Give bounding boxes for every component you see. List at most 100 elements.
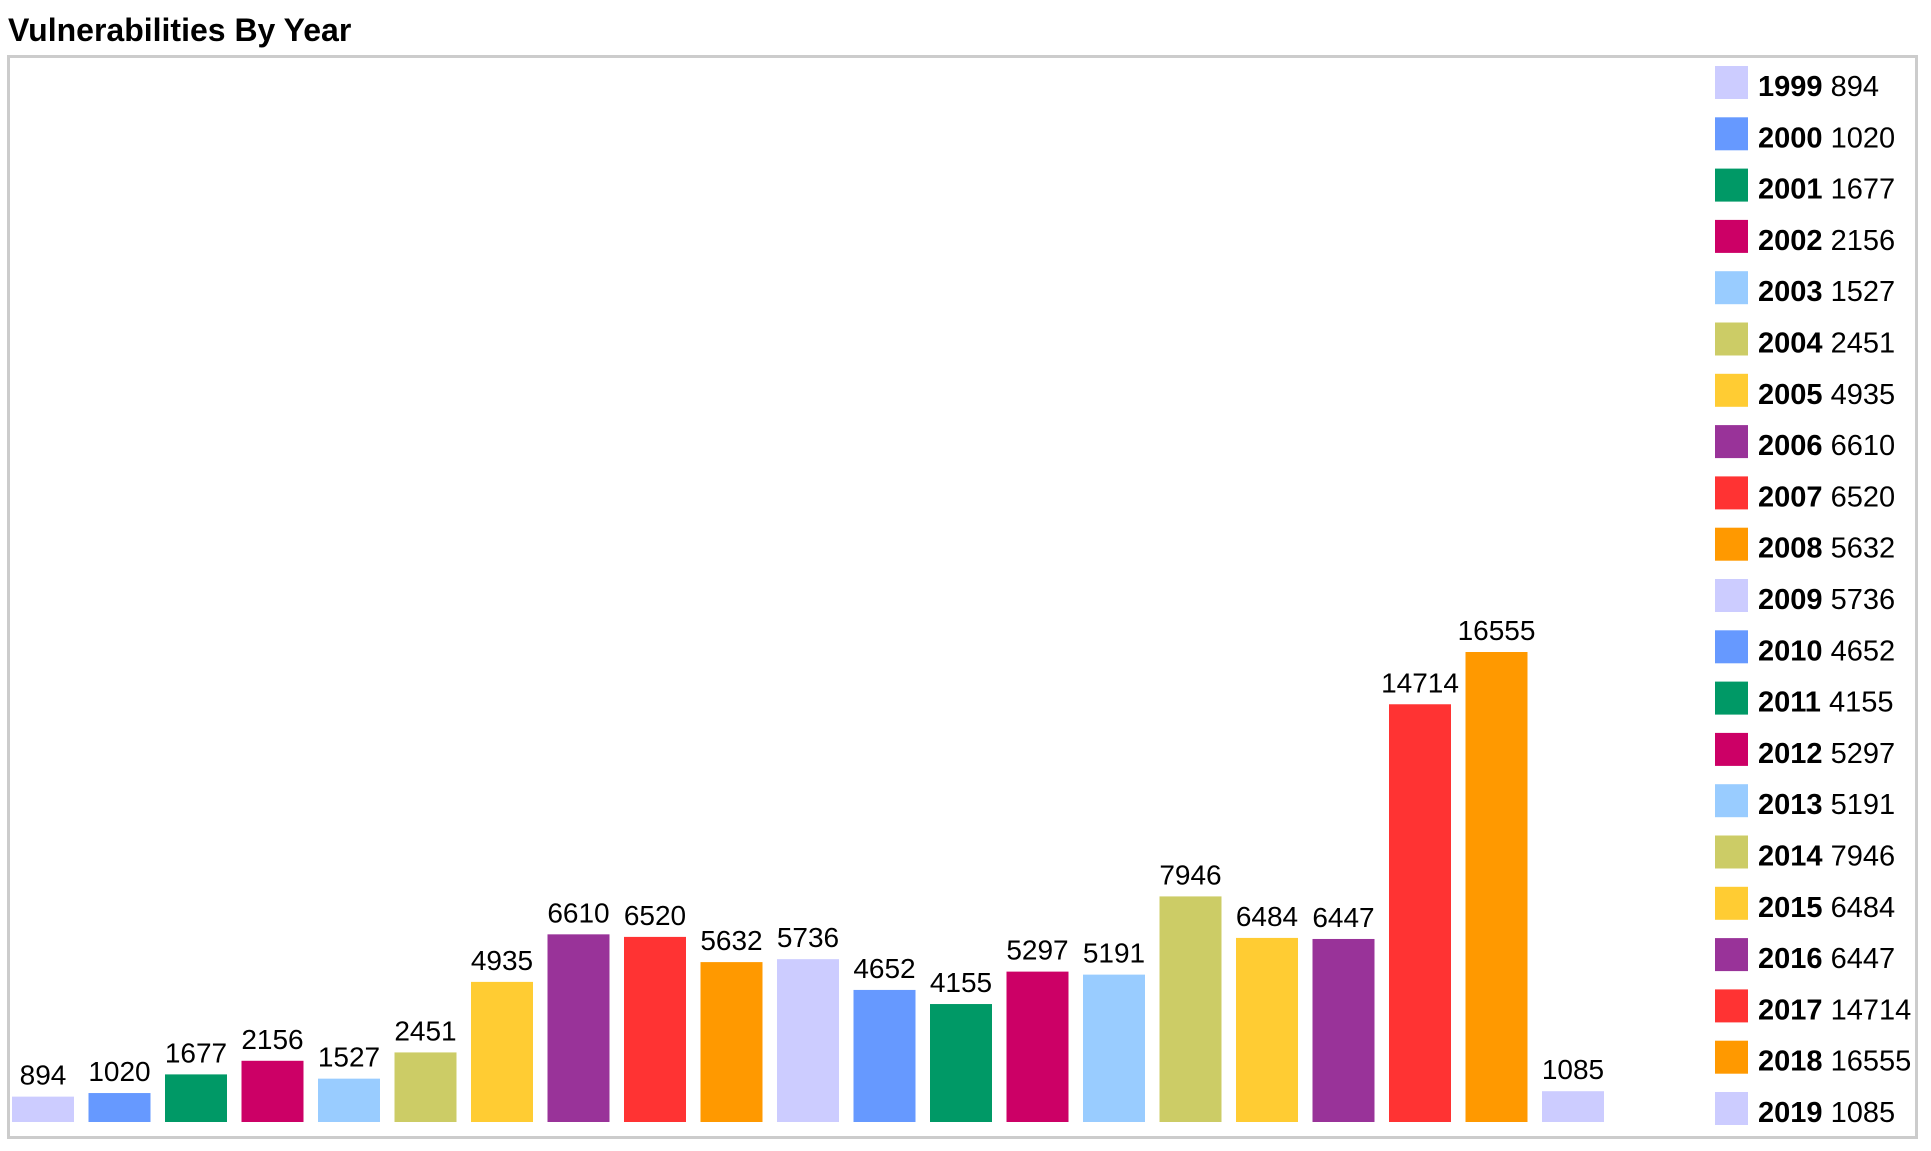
- data-label-2005: 4935: [471, 945, 533, 976]
- legend-value-2002: 2156: [1823, 225, 1896, 257]
- data-label-2007: 6520: [624, 900, 686, 931]
- legend-value-2019: 1085: [1823, 1097, 1896, 1129]
- data-label-2006: 6610: [547, 897, 609, 928]
- legend-item-2014: 2014 7946: [1715, 835, 1895, 873]
- legend-year-2011: 2011: [1758, 687, 1821, 719]
- legend-swatch-2006: [1715, 425, 1748, 459]
- legend-swatch-2017: [1715, 989, 1748, 1023]
- legend-value-2009: 5736: [1823, 584, 1896, 616]
- legend-year-2005: 2005: [1758, 379, 1823, 411]
- data-label-2004: 2451: [394, 1015, 456, 1046]
- legend-value-2014: 7946: [1823, 841, 1896, 873]
- legend-item-1999: 1999 894: [1715, 66, 1879, 103]
- legend-swatch-2000: [1715, 117, 1748, 151]
- bar-2008: [700, 962, 763, 1122]
- legend-year-2003: 2003: [1758, 276, 1823, 308]
- legend-label-1999: 1999 894: [1758, 71, 1879, 103]
- legend-value-2015: 6484: [1823, 892, 1896, 924]
- legend-swatch-2013: [1715, 784, 1748, 818]
- bar-2003: [318, 1078, 380, 1122]
- legend-label-2006: 2006 6610: [1758, 430, 1895, 462]
- legend-swatch-2015: [1715, 886, 1748, 920]
- data-label-2012: 5297: [1006, 935, 1068, 966]
- legend-swatch-1999: [1715, 66, 1748, 99]
- data-label-2018: 16555: [1458, 615, 1536, 646]
- legend-item-2012: 2012 5297: [1715, 732, 1895, 770]
- data-label-2013: 5191: [1083, 938, 1145, 969]
- legend-swatch-2003: [1715, 271, 1748, 305]
- legend-item-2015: 2015 6484: [1715, 886, 1895, 924]
- data-label-2010: 4652: [853, 953, 915, 984]
- legend-year-2006: 2006: [1758, 430, 1823, 462]
- legend-label-2001: 2001 1677: [1758, 174, 1895, 206]
- legend-item-2006: 2006 6610: [1715, 425, 1895, 462]
- bar-1999: [12, 1096, 74, 1122]
- bar-2000: [88, 1093, 151, 1122]
- legend-year-2002: 2002: [1758, 225, 1823, 257]
- legend-year-2015: 2015: [1758, 892, 1823, 924]
- legend-swatch-2001: [1715, 168, 1748, 202]
- legend-year-2001: 2001: [1758, 174, 1823, 206]
- legend-item-2000: 2000 1020: [1715, 117, 1895, 154]
- bar-2009: [777, 959, 839, 1122]
- legend-item-2011: 2011 4155: [1715, 681, 1894, 719]
- bar-2002: [241, 1060, 304, 1122]
- bar-2007: [624, 936, 686, 1122]
- legend-year-2019: 2019: [1758, 1097, 1823, 1129]
- legend-value-2018: 16555: [1823, 1046, 1912, 1078]
- legend-year-2016: 2016: [1758, 943, 1823, 975]
- legend-year-2017: 2017: [1758, 994, 1823, 1026]
- legend-label-2012: 2012 5297: [1758, 738, 1895, 770]
- legend-swatch-2016: [1715, 938, 1748, 972]
- legend-value-2016: 6447: [1823, 943, 1896, 975]
- legend-label-2015: 2015 6484: [1758, 892, 1895, 924]
- legend-year-2009: 2009: [1758, 584, 1823, 616]
- legend-label-2014: 2014 7946: [1758, 841, 1895, 873]
- legend-label-2009: 2009 5736: [1758, 584, 1895, 616]
- legend-swatch-2014: [1715, 835, 1748, 869]
- legend-item-2002: 2002 2156: [1715, 219, 1896, 257]
- legend-label-2007: 2007 6520: [1758, 481, 1895, 513]
- legend-label-2016: 2016 6447: [1758, 943, 1895, 975]
- legend-value-2013: 5191: [1823, 789, 1896, 821]
- legend-year-2012: 2012: [1758, 738, 1823, 770]
- legend-item-2016: 2016 6447: [1715, 938, 1895, 975]
- legend-swatch-2019: [1715, 1092, 1748, 1125]
- legend-label-2008: 2008 5632: [1758, 533, 1895, 565]
- legend-item-2017: 2017 14714: [1715, 989, 1911, 1026]
- legend-label-2019: 2019 1085: [1758, 1097, 1895, 1129]
- data-label-2000: 1020: [88, 1056, 150, 1087]
- legend-year-2018: 2018: [1758, 1046, 1823, 1078]
- legend-year-2010: 2010: [1758, 635, 1823, 667]
- legend-year-2008: 2008: [1758, 533, 1823, 565]
- legend-swatch-2011: [1715, 681, 1748, 715]
- legend-swatch-2004: [1715, 322, 1748, 356]
- data-label-2011: 4155: [930, 967, 992, 998]
- bar-2018: [1465, 652, 1528, 1122]
- legend-label-2005: 2005 4935: [1758, 379, 1895, 411]
- bar-2017: [1389, 704, 1451, 1122]
- bars-group: 894 1020 1677 2156 1527 2451 4935 6610 6520 5632 5…: [12, 615, 1604, 1122]
- data-label-2017: 14714: [1381, 667, 1459, 698]
- legend-value-2012: 5297: [1823, 738, 1896, 770]
- legend-label-2017: 2017 14714: [1758, 994, 1911, 1026]
- legend-value-2010: 4652: [1823, 635, 1896, 667]
- data-label-2015: 6484: [1236, 901, 1298, 932]
- legend-value-2008: 5632: [1823, 533, 1896, 565]
- legend-swatch-2008: [1715, 527, 1748, 561]
- bar-2011: [930, 1004, 992, 1122]
- bar-2004: [394, 1052, 457, 1122]
- bar-2015: [1236, 937, 1298, 1122]
- legend-year-2000: 2000: [1758, 122, 1823, 154]
- legend-item-2013: 2013 5191: [1715, 784, 1895, 821]
- legend-year-2007: 2007: [1758, 481, 1823, 513]
- legend-item-2007: 2007 6520: [1715, 476, 1895, 513]
- chart-frame: [7, 55, 1918, 1139]
- legend-value-2003: 1527: [1823, 276, 1896, 308]
- legend-item-2018: 2018 16555: [1715, 1040, 1912, 1078]
- legend-year-1999: 1999: [1758, 71, 1823, 103]
- chart-title: Vulnerabilities By Year: [8, 12, 352, 48]
- data-label-2001: 1677: [165, 1037, 227, 1068]
- legend-swatch-2009: [1715, 579, 1748, 612]
